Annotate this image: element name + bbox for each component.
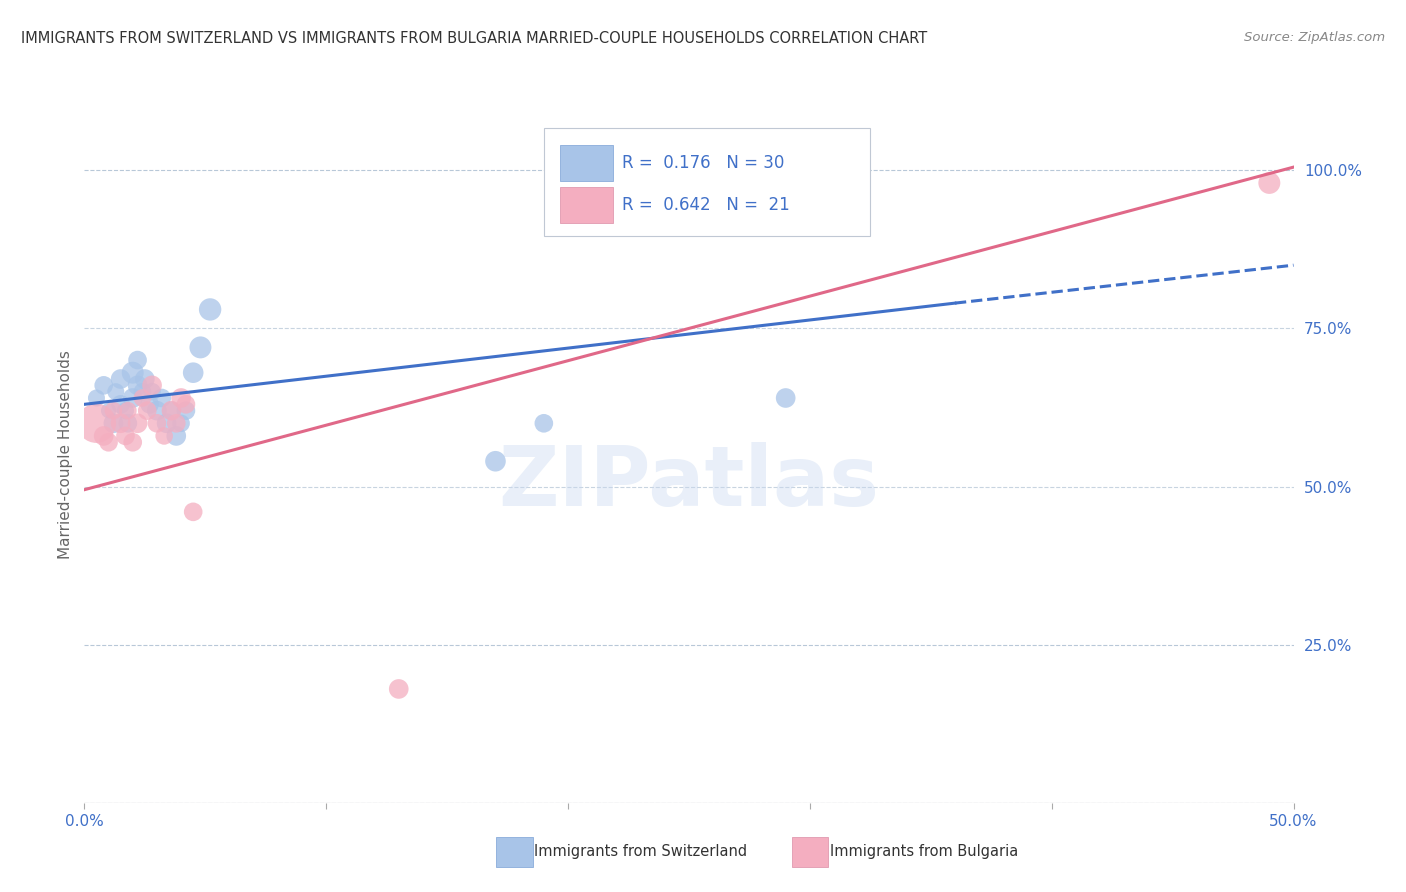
Point [165, 429, 187, 443]
Point [134, 372, 156, 386]
Point [104, 384, 127, 399]
Text: R =  0.642   N =  21: R = 0.642 N = 21 [623, 196, 790, 214]
Text: R =  0.176   N = 30: R = 0.176 N = 30 [623, 154, 785, 172]
Point [93, 378, 115, 392]
Point [174, 397, 197, 411]
Point [86, 391, 108, 405]
Point [138, 397, 160, 411]
Point [121, 366, 143, 380]
Text: Immigrants from Bulgaria: Immigrants from Bulgaria [830, 845, 1018, 859]
Point [121, 435, 143, 450]
Point [136, 403, 159, 417]
FancyBboxPatch shape [560, 145, 613, 181]
Text: Immigrants from Switzerland: Immigrants from Switzerland [534, 845, 748, 859]
Point [146, 403, 169, 417]
Point [114, 429, 136, 443]
Point [190, 340, 212, 354]
Point [160, 403, 183, 417]
Text: Source: ZipAtlas.com: Source: ZipAtlas.com [1244, 31, 1385, 45]
Y-axis label: Married-couple Households: Married-couple Households [58, 351, 73, 559]
Point [131, 391, 153, 405]
Point [181, 505, 204, 519]
Point [484, 454, 506, 468]
Point [533, 417, 555, 431]
Point [141, 384, 163, 399]
Text: IMMIGRANTS FROM SWITZERLAND VS IMMIGRANTS FROM BULGARIA MARRIED-COUPLE HOUSEHOLD: IMMIGRANTS FROM SWITZERLAND VS IMMIGRANT… [21, 31, 928, 46]
Point [103, 417, 125, 431]
Point [121, 391, 143, 405]
Point [198, 302, 221, 317]
Point [110, 372, 132, 386]
Point [110, 397, 132, 411]
Point [150, 391, 173, 405]
Point [181, 366, 204, 380]
Point [103, 403, 125, 417]
Point [170, 391, 193, 405]
Point [93, 429, 115, 443]
Point [110, 417, 132, 431]
Point [388, 681, 411, 696]
Point [170, 417, 193, 431]
Point [141, 378, 163, 392]
Point [117, 403, 139, 417]
Point [165, 417, 187, 431]
Point [97, 403, 120, 417]
Point [131, 384, 153, 399]
Point [114, 403, 136, 417]
FancyBboxPatch shape [560, 187, 613, 223]
Point [146, 417, 169, 431]
Text: ZIPatlas: ZIPatlas [499, 442, 879, 524]
Point [160, 403, 183, 417]
Point [155, 417, 177, 431]
Point [127, 378, 149, 392]
Point [117, 417, 139, 431]
Point [127, 353, 149, 368]
Point [153, 429, 176, 443]
Point [1258, 176, 1281, 190]
Point [86, 417, 108, 431]
Point [97, 435, 120, 450]
FancyBboxPatch shape [544, 128, 870, 235]
Point [174, 403, 197, 417]
Point [775, 391, 797, 405]
Point [127, 417, 149, 431]
